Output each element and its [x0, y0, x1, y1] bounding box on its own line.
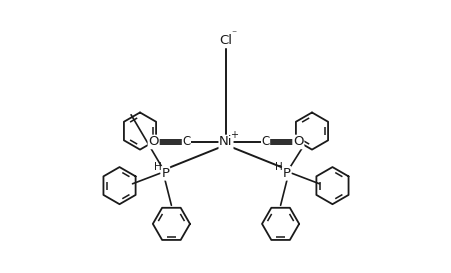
Text: +: +	[230, 130, 238, 140]
Text: Ni: Ni	[219, 135, 232, 149]
Text: P: P	[282, 167, 290, 180]
Text: O: O	[148, 135, 159, 149]
Text: H: H	[154, 162, 162, 172]
Text: C: C	[182, 135, 190, 149]
Text: ⁻: ⁻	[230, 29, 236, 39]
Text: H: H	[274, 162, 282, 172]
Text: O: O	[292, 135, 303, 149]
Text: Cl: Cl	[219, 34, 232, 48]
Text: P: P	[161, 167, 169, 180]
Text: C: C	[261, 135, 269, 149]
